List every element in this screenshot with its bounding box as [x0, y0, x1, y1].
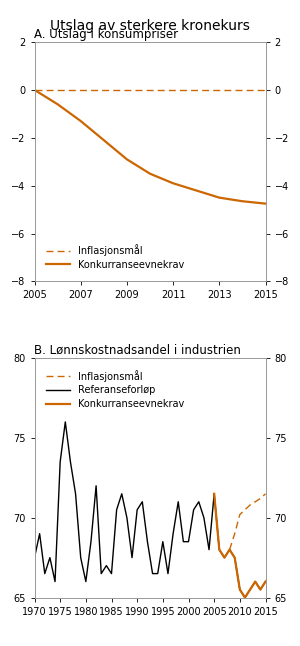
Text: Utslag av sterkere kronekurs: Utslag av sterkere kronekurs — [50, 19, 250, 34]
Legend: Inflasjonsmål, Konkurranseevnekrav: Inflasjonsmål, Konkurranseevnekrav — [44, 242, 186, 272]
Legend: Inflasjonsmål, Referanseforløp, Konkurranseevnekrav: Inflasjonsmål, Referanseforløp, Konkurra… — [44, 368, 186, 412]
Text: B. Lønnskostnadsandel i industrien: B. Lønnskostnadsandel i industrien — [34, 344, 242, 357]
Text: A. Utslag i konsumpriser: A. Utslag i konsumpriser — [34, 28, 178, 41]
